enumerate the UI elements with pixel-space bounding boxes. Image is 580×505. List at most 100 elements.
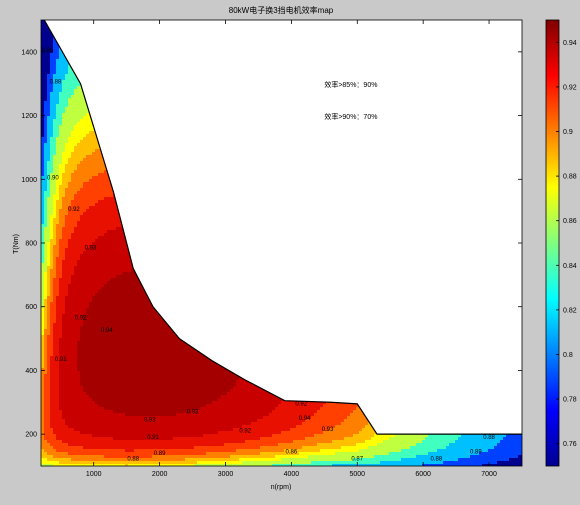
contour-cell (71, 98, 74, 101)
contour-cell (44, 74, 47, 77)
contour-cell (71, 86, 74, 89)
contour-cell (65, 74, 68, 77)
contour-cell (62, 83, 65, 86)
contour-cell (71, 95, 74, 98)
contour-cell (47, 104, 50, 107)
contour-cell (50, 107, 53, 110)
contour-cell (56, 68, 59, 71)
contour-cell (53, 98, 56, 101)
contour-cell (44, 89, 47, 92)
contour-cell (41, 26, 44, 29)
contour-cell (53, 101, 56, 104)
contour-cell (44, 107, 47, 110)
contour-cell (44, 92, 47, 95)
contour-cell (41, 110, 44, 113)
contour-cell (56, 50, 59, 53)
contour-cell (68, 80, 71, 83)
contour-cell (44, 80, 47, 83)
contour-cell (74, 98, 77, 101)
contour-cell (53, 62, 56, 65)
contour-cell (77, 92, 80, 95)
contour-cell (50, 110, 53, 113)
contour-cell (71, 107, 74, 110)
contour-cell (68, 101, 71, 104)
contour-cell (59, 86, 62, 89)
contour-cell (44, 101, 47, 104)
contour-cell (41, 71, 44, 74)
contour-cell (65, 95, 68, 98)
contour-cell (41, 86, 44, 89)
contour-cell (68, 92, 71, 95)
contour-cell (47, 92, 50, 95)
contour-cell (59, 110, 62, 113)
contour-cell (41, 38, 44, 41)
contour-cell (56, 47, 59, 50)
contour-cell (77, 107, 80, 110)
contour-cell (65, 110, 68, 113)
contour-cell (47, 89, 50, 92)
contour-cell (56, 59, 59, 62)
contour-cell (50, 65, 53, 68)
contour-cell (77, 89, 80, 92)
contour-cell (53, 65, 56, 68)
contour-cell (47, 74, 50, 77)
contour-cell (65, 65, 68, 68)
contour-cell (77, 98, 80, 101)
contour-cell (41, 62, 44, 65)
contour-cell (50, 74, 53, 77)
contour-cell (53, 104, 56, 107)
contour-cell (53, 53, 56, 56)
contour-cell (50, 68, 53, 71)
contour-cell (41, 80, 44, 83)
contour-cell (50, 71, 53, 74)
contour-cell (65, 92, 68, 95)
contour-cell (68, 104, 71, 107)
contour-cell (41, 95, 44, 98)
contour-cell (44, 32, 47, 35)
contour-cell (68, 107, 71, 110)
contour-cell (68, 71, 71, 74)
contour-cell (41, 89, 44, 92)
contour-cell (68, 74, 71, 77)
contour-cell (65, 104, 68, 107)
contour-cell (56, 74, 59, 77)
contour-cell (56, 62, 59, 65)
contour-cell (71, 77, 74, 80)
contour-cell (47, 59, 50, 62)
contour-cell (71, 110, 74, 113)
contour-cell (50, 41, 53, 44)
contour-cell (56, 86, 59, 89)
contour-cell (74, 80, 77, 83)
contour-cell (68, 68, 71, 71)
contour-cell (56, 95, 59, 98)
contour-cell (47, 101, 50, 104)
contour-cell (62, 65, 65, 68)
contour-cell (53, 71, 56, 74)
contour-cell (68, 95, 71, 98)
contour-cell (59, 59, 62, 62)
contour-cell (50, 104, 53, 107)
contour-cell (47, 110, 50, 113)
contour-cell (44, 59, 47, 62)
contour-cell (59, 53, 62, 56)
contour-cell (41, 23, 44, 26)
contour-cell (71, 101, 74, 104)
contour-cell (65, 107, 68, 110)
contour-cell (77, 95, 80, 98)
contour-cell (56, 101, 59, 104)
contour-cell (53, 44, 56, 47)
contour-cell (41, 74, 44, 77)
contour-cell (47, 65, 50, 68)
contour-cell (50, 86, 53, 89)
contour-cell (47, 62, 50, 65)
contour-cell (50, 62, 53, 65)
contour-cell (74, 101, 77, 104)
contour-cell (62, 89, 65, 92)
contour-cell (56, 92, 59, 95)
contour-cell (65, 89, 68, 92)
contour-cell (80, 107, 83, 110)
contour-cell (71, 104, 74, 107)
contour-cell (62, 80, 65, 83)
contour-cell (56, 53, 59, 56)
